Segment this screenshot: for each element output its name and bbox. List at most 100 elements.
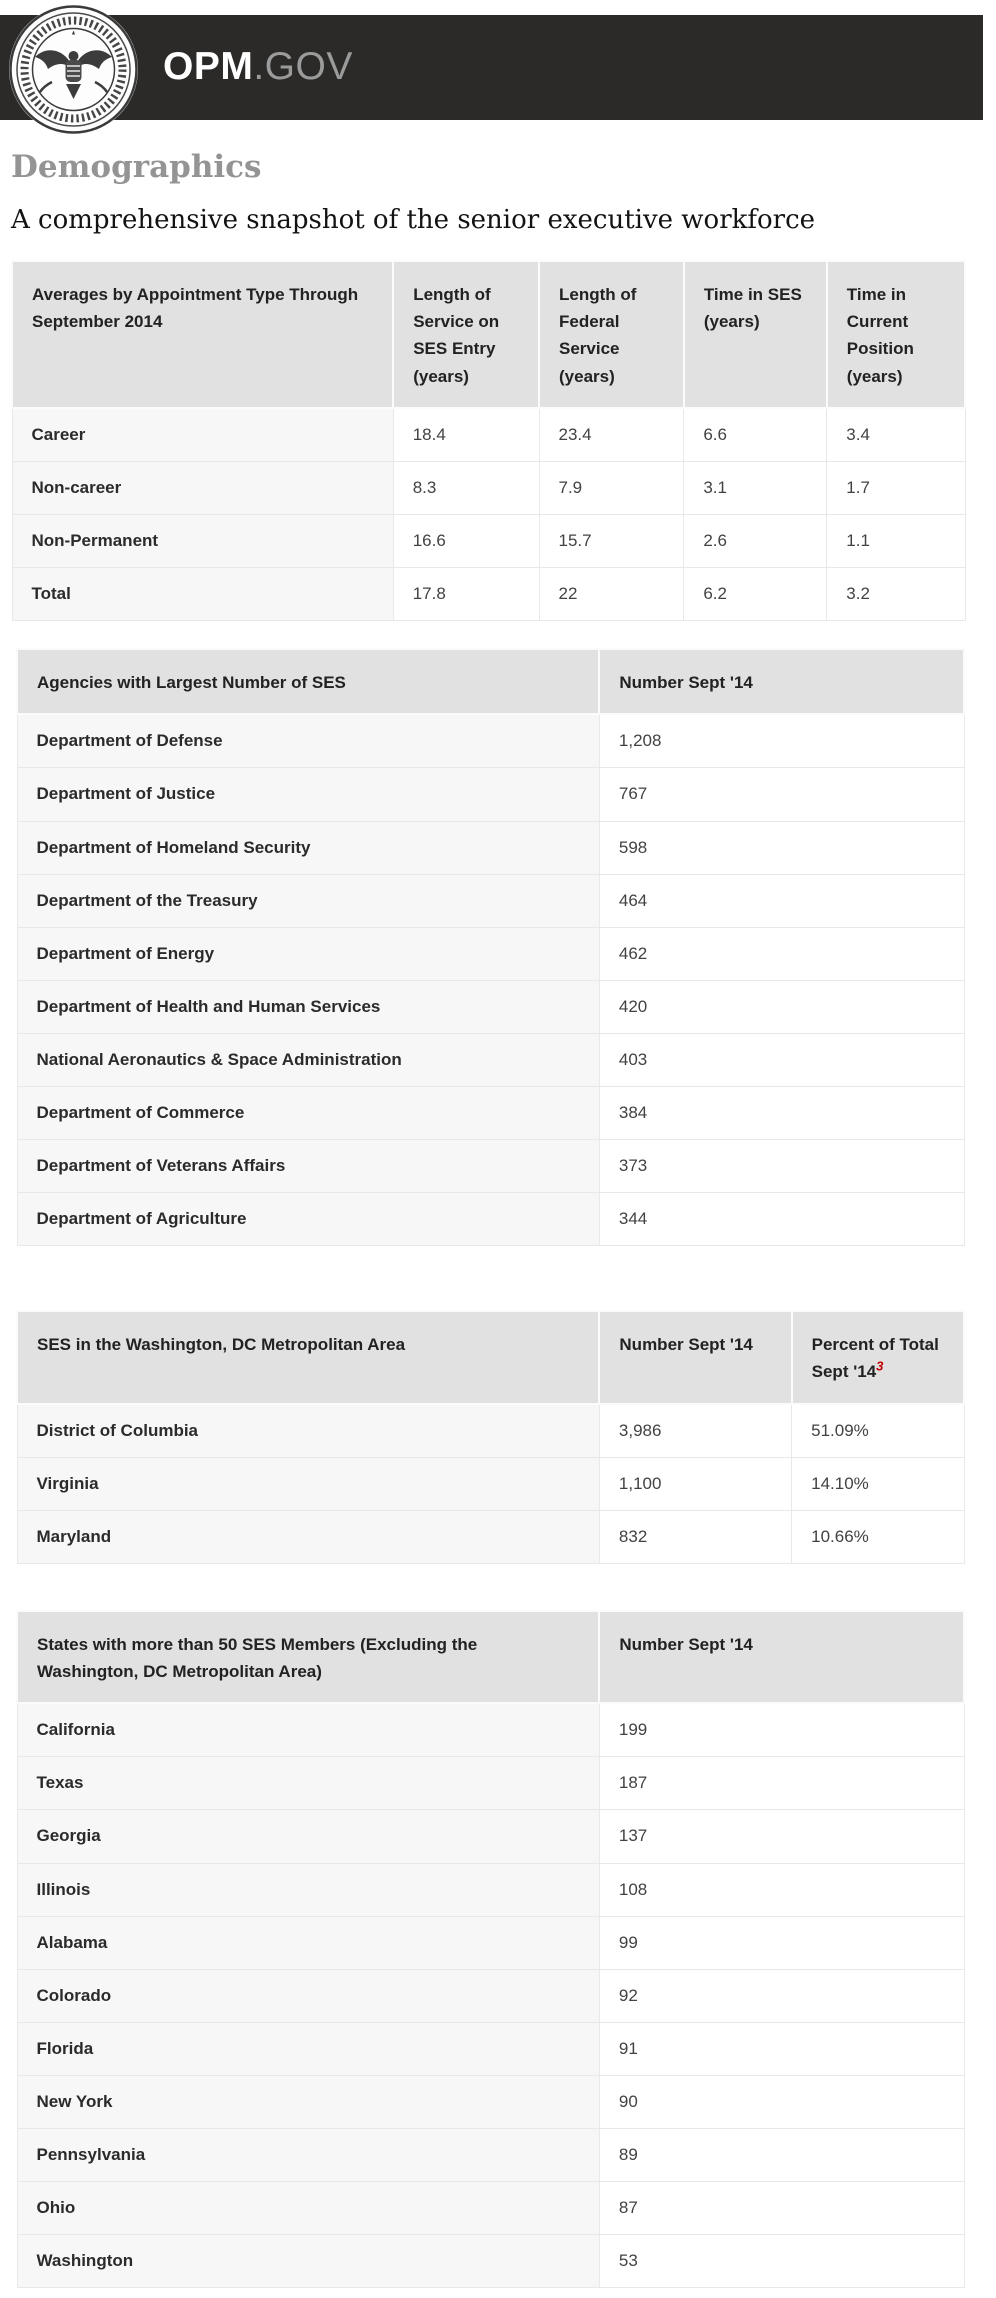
row-label: Georgia — [16, 1809, 600, 1864]
cell-value: 137 — [598, 1809, 965, 1864]
cell-value: 108 — [598, 1862, 965, 1917]
table-row: Department of Homeland Security 598 — [16, 820, 965, 875]
table-row: District of Columbia 3,986 51.09% — [16, 1403, 965, 1458]
site-header-bar: OPM.GOV — [0, 5, 983, 134]
column-header: Length of Service on SES Entry (years) — [392, 260, 540, 409]
column-header: Number Sept '14 — [598, 1609, 965, 1705]
cell-value: 3.4 — [826, 407, 966, 462]
table-row: Washington 53 — [16, 2234, 965, 2289]
table-row: Department of Agriculture 344 — [16, 1192, 965, 1247]
cell-value: 3,986 — [598, 1403, 793, 1458]
cell-value: 17.8 — [392, 567, 540, 622]
header-row: SES in the Washington, DC Metropolitan A… — [15, 1310, 966, 1405]
column-header: Percent of Total Sept '143 — [790, 1310, 966, 1405]
cell-value: 53 — [598, 2234, 965, 2289]
cell-value: 6.6 — [683, 407, 828, 462]
row-label: Virginia — [16, 1456, 600, 1511]
table-row: Non-career 8.3 7.9 3.1 1.7 — [11, 460, 966, 515]
row-label: District of Columbia — [16, 1403, 600, 1458]
page: OPM.GOV Demographics A comprehensive sna… — [0, 5, 996, 2298]
row-label: Maryland — [16, 1509, 600, 1564]
row-label: Total — [11, 567, 394, 622]
column-header-text: Percent of Total Sept '14 — [811, 1335, 939, 1382]
cell-value: 23.4 — [538, 407, 685, 462]
table-row: National Aeronautics & Space Administrat… — [16, 1032, 965, 1087]
row-label: Colorado — [16, 1968, 600, 2023]
table-row: Department of Commerce 384 — [16, 1085, 965, 1141]
cell-value: 767 — [598, 767, 965, 822]
table-row: Maryland 832 10.66% — [16, 1509, 965, 1564]
cell-value: 10.66% — [791, 1509, 965, 1564]
cell-value: 18.4 — [392, 407, 540, 462]
cell-value: 7.9 — [538, 460, 685, 515]
column-header: Length of Federal Service (years) — [538, 260, 685, 409]
page-title: Demographics — [11, 149, 262, 185]
cell-value: 16.6 — [392, 513, 540, 569]
row-label: Department of Justice — [16, 767, 600, 822]
main-content: Demographics A comprehensive snapshot of… — [0, 149, 996, 2298]
averages-table: Averages by Appointment Type Through Sep… — [10, 260, 967, 622]
cell-value: 187 — [598, 1756, 965, 1811]
dc-metro-table: SES in the Washington, DC Metropolitan A… — [15, 1310, 966, 1564]
row-label: Illinois — [16, 1862, 600, 1917]
column-header: Averages by Appointment Type Through Sep… — [10, 260, 395, 409]
row-label: California — [16, 1702, 600, 1758]
row-label: Pennsylvania — [16, 2128, 600, 2183]
cell-value: 15.7 — [538, 513, 685, 569]
page-subtitle: A comprehensive snapshot of the senior e… — [11, 205, 816, 235]
column-header: Time in Current Position (years) — [825, 260, 967, 409]
cell-value: 373 — [598, 1139, 965, 1194]
cell-value: 6.2 — [683, 567, 828, 622]
cell-value: 598 — [598, 820, 965, 875]
column-header: Agencies with Largest Number of SES — [15, 648, 601, 716]
column-header: States with more than 50 SES Members (Ex… — [15, 1609, 601, 1705]
table-row: Department of Veterans Affairs 373 — [16, 1139, 965, 1194]
row-label: Non-career — [11, 460, 394, 515]
table-row: New York 90 — [16, 2074, 965, 2130]
table-row: Department of Defense 1,208 — [16, 713, 965, 769]
header-row: Agencies with Largest Number of SES Numb… — [15, 648, 965, 716]
cell-value: 403 — [598, 1032, 965, 1087]
footnote-reference[interactable]: 3 — [876, 1358, 884, 1374]
table-row: Colorado 92 — [16, 1968, 965, 2023]
table-row: Georgia 137 — [16, 1809, 965, 1864]
row-label: Department of Commerce — [16, 1085, 600, 1141]
table-row: Total 17.8 22 6.2 3.2 — [11, 567, 966, 622]
row-label: Department of Homeland Security — [16, 820, 600, 875]
cell-value: 3.2 — [826, 567, 966, 622]
row-label: Texas — [16, 1756, 600, 1811]
brand-link[interactable]: OPM.GOV — [163, 15, 353, 120]
row-label: Alabama — [16, 1915, 600, 1970]
table-row: Department of Justice 767 — [16, 767, 965, 822]
cell-value: 1.1 — [826, 513, 966, 569]
cell-value: 92 — [598, 1968, 965, 2023]
states-table: States with more than 50 SES Members (Ex… — [15, 1609, 965, 2289]
cell-value: 420 — [598, 979, 965, 1034]
opm-seal-icon[interactable] — [8, 4, 139, 135]
table-row: California 199 — [16, 1702, 965, 1758]
table-row: Texas 187 — [16, 1756, 965, 1811]
column-header: Number Sept '14 — [598, 1310, 793, 1405]
column-header: SES in the Washington, DC Metropolitan A… — [15, 1310, 601, 1405]
table-row: Virginia 1,100 14.10% — [16, 1456, 965, 1511]
cell-value: 3.1 — [683, 460, 828, 515]
cell-value: 8.3 — [392, 460, 540, 515]
row-label: Department of Health and Human Services — [16, 979, 600, 1034]
table-row: Florida 91 — [16, 2021, 965, 2076]
table-row: Department of Health and Human Services 4… — [16, 979, 965, 1034]
cell-value: 344 — [598, 1192, 965, 1247]
cell-value: 1,208 — [598, 713, 965, 769]
table-row: Ohio 87 — [16, 2181, 965, 2236]
cell-value: 89 — [598, 2128, 965, 2183]
brand-gov: .GOV — [253, 45, 353, 88]
row-label: National Aeronautics & Space Administrat… — [16, 1032, 600, 1087]
brand-opm: OPM — [163, 45, 254, 88]
row-label: Ohio — [16, 2181, 600, 2236]
row-label: Department of Veterans Affairs — [16, 1139, 600, 1194]
cell-value: 462 — [598, 926, 965, 981]
cell-value: 2.6 — [683, 513, 828, 569]
cell-value: 51.09% — [791, 1403, 965, 1458]
row-label: Department of the Treasury — [16, 873, 600, 928]
row-label: Career — [11, 407, 394, 462]
table-row: Department of the Treasury 464 — [16, 873, 965, 928]
